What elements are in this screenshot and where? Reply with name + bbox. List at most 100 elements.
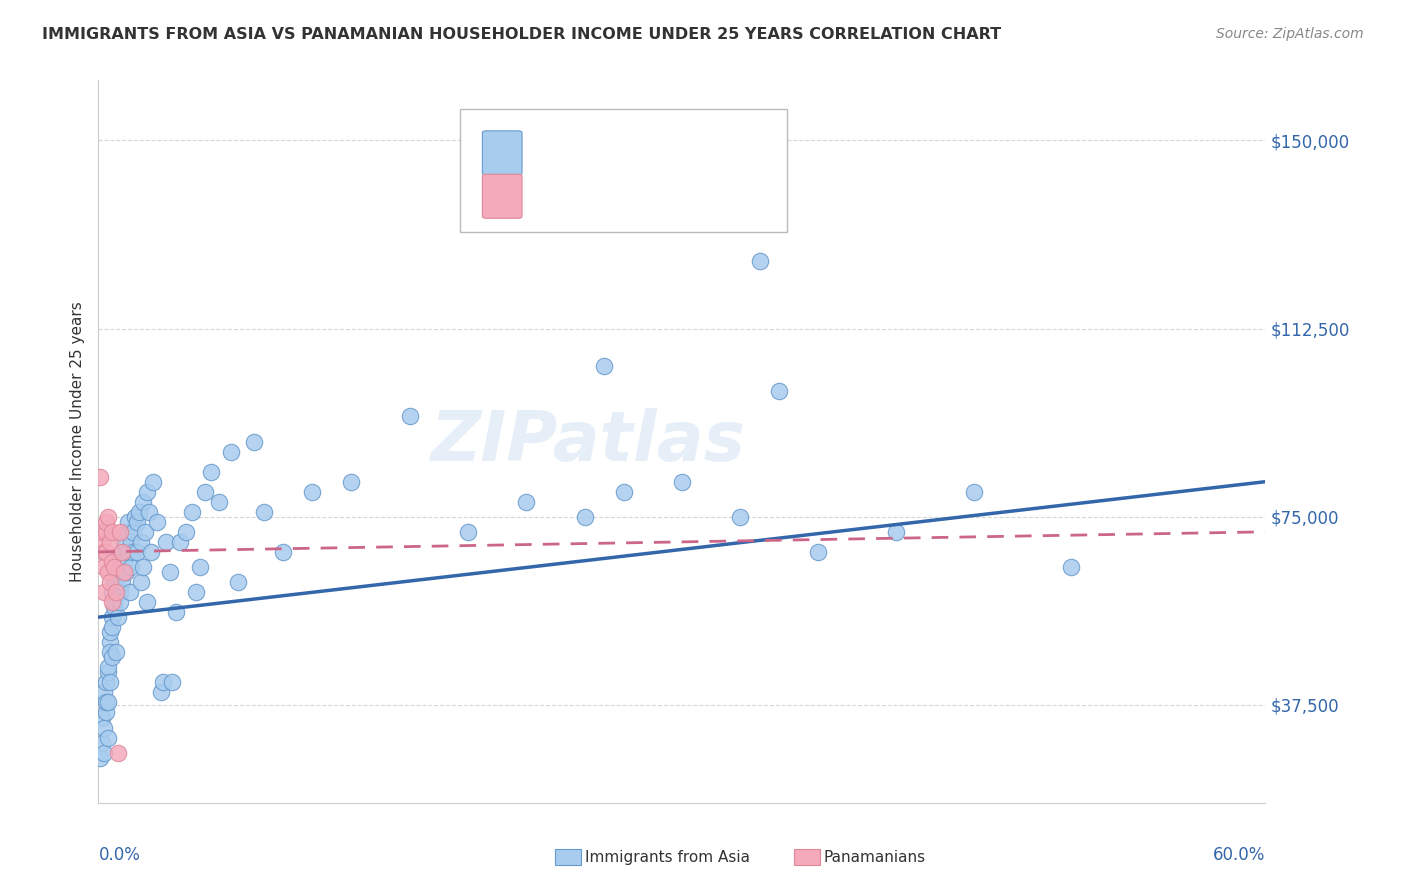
Point [93,685,115,699]
Point [98,645,121,659]
Point [271,545,294,559]
Point [505,199,527,213]
Point [194,484,217,499]
Point [134,524,156,539]
Point [98,574,121,589]
Point [129,574,152,589]
Point [340,475,363,489]
Point [104,645,127,659]
Point [124,509,146,524]
Point [93,545,115,559]
Point [96,545,118,559]
Point [112,534,135,549]
Point [219,444,242,458]
Point [91,534,114,549]
Point [107,610,129,624]
Point [768,384,790,399]
Point [97,565,120,579]
Point [93,746,115,760]
Point [138,505,160,519]
Point [200,465,222,479]
FancyBboxPatch shape [482,174,522,219]
Point [118,585,141,599]
Point [103,600,125,615]
Point [108,524,131,539]
Point [103,560,125,574]
Point [129,534,152,549]
Point [103,595,125,609]
Point [1060,560,1083,574]
Point [89,469,111,483]
Point [136,595,159,609]
Point [228,574,250,589]
Point [128,505,150,519]
Point [155,534,177,549]
Point [132,494,155,508]
Point [108,595,131,609]
Point [98,534,121,549]
Point [122,524,145,539]
Point [136,484,159,499]
Point [180,505,202,519]
Point [457,524,479,539]
Point [184,585,207,599]
Point [104,560,127,574]
Point [208,494,231,508]
Point [101,595,124,609]
Point [108,585,131,599]
Text: Source: ZipAtlas.com: Source: ZipAtlas.com [1216,27,1364,41]
Point [188,560,211,574]
Point [515,494,537,508]
Point [162,675,184,690]
Point [301,484,323,499]
Point [174,524,197,539]
Point [112,555,135,569]
Y-axis label: Householder Income Under 25 years: Householder Income Under 25 years [69,301,84,582]
Point [114,524,136,539]
Point [104,585,127,599]
FancyBboxPatch shape [482,131,522,175]
Point [152,675,174,690]
Point [107,746,129,760]
Text: IMMIGRANTS FROM ASIA VS PANAMANIAN HOUSEHOLDER INCOME UNDER 25 YEARS CORRELATION: IMMIGRANTS FROM ASIA VS PANAMANIAN HOUSE… [42,27,1001,42]
Point [91,524,114,539]
Point [111,574,134,589]
Point [93,721,115,735]
Point [149,685,172,699]
Point [91,710,114,724]
Text: R = 0.399   N = 95: R = 0.399 N = 95 [533,144,703,161]
Point [89,750,111,764]
Point [593,359,616,374]
Point [97,696,120,710]
Text: ZIPatlas: ZIPatlas [432,408,747,475]
Point [574,509,596,524]
Point [613,484,636,499]
Point [101,524,124,539]
Point [96,696,118,710]
Point [122,545,145,559]
Point [93,585,115,599]
Point [748,253,770,268]
Point [91,735,114,749]
Point [96,675,118,690]
Point [884,524,907,539]
Point [111,545,134,559]
Text: R = 0.068   N = 22: R = 0.068 N = 22 [533,187,703,205]
Point [98,625,121,640]
Point [243,434,266,449]
Text: 60.0%: 60.0% [1213,847,1265,864]
Point [117,515,139,529]
Point [398,409,420,424]
Point [730,509,752,524]
Text: Panamanians: Panamanians [824,850,927,864]
Point [97,509,120,524]
Point [146,515,169,529]
Point [121,534,143,549]
Point [101,610,124,624]
Point [127,515,149,529]
Point [101,650,124,665]
Point [104,574,127,589]
Point [93,560,115,574]
Point [101,620,124,634]
Point [97,731,120,745]
